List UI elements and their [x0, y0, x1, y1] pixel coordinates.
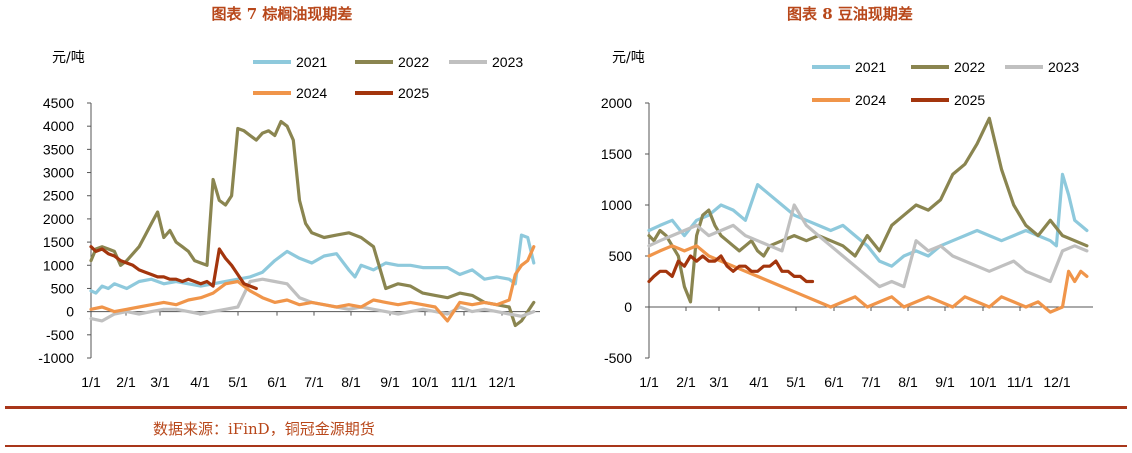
soy-x-tick-label: 12/1	[1043, 374, 1070, 390]
palm-x-tick-label: 6/1	[267, 374, 287, 390]
soy-series-line-2023	[647, 203, 1089, 289]
palm-y-tick-label: -500	[46, 327, 74, 343]
palm-x-tick-label: 1/1	[81, 374, 101, 390]
palm-y-tick-label: 3000	[43, 165, 74, 181]
palm-x-tick-label: 8/1	[341, 374, 361, 390]
soy-y-tick-label: 500	[609, 248, 633, 264]
soy-x-tick-label: 10/1	[969, 374, 996, 390]
soy-legend-label-2024: 2024	[855, 92, 886, 108]
palm-y-tick-label: -1000	[38, 350, 74, 366]
soy-y-tick-label: -500	[604, 350, 632, 366]
palm-y-tick-label: 3500	[43, 141, 74, 157]
soy-x-tick-label: 8/1	[898, 374, 918, 390]
soy-legend-label-2025: 2025	[954, 92, 985, 108]
palm-x-tick-label: 2/1	[116, 374, 136, 390]
chart-right-title: 图表 8 豆油现期差	[787, 5, 913, 23]
soy-y-tick-label: 2000	[601, 95, 632, 111]
footer-top-rule	[5, 406, 1127, 409]
soy-y-tick-label: 0	[624, 299, 632, 315]
soy-x-tick-label: 4/1	[749, 374, 769, 390]
palm-x-tick-label: 11/1	[451, 374, 477, 390]
palm-x-tick-label: 3/1	[150, 374, 170, 390]
soy-x-tick-label: 2/1	[676, 374, 696, 390]
palm-y-tick-label: 1000	[43, 257, 74, 273]
palm-legend-label-2024: 2024	[296, 85, 327, 101]
palm-x-tick-label: 10/1	[411, 374, 438, 390]
footer-bottom-rule	[5, 445, 1127, 447]
palm-series-line-2024	[89, 245, 536, 323]
palm-y-tick-label: 4000	[43, 118, 74, 134]
palm-legend-label-2022: 2022	[398, 54, 429, 70]
palm-y-unit-label: 元/吨	[52, 50, 85, 66]
soy-series-line-2021	[647, 172, 1089, 268]
soy-y-tick-label: 1000	[601, 197, 632, 213]
soy-legend-label-2021: 2021	[855, 59, 886, 75]
soy-x-tick-label: 7/1	[861, 374, 881, 390]
soy-x-tick-label: 5/1	[786, 374, 806, 390]
palm-y-tick-label: 500	[51, 280, 75, 296]
palm-legend-label-2021: 2021	[296, 54, 327, 70]
palm-x-tick-label: 9/1	[380, 374, 400, 390]
soy-y-unit-label: 元/吨	[612, 50, 645, 66]
source-note: 数据来源：iFinD，铜冠金源期货	[153, 420, 375, 438]
soy-x-tick-label: 1/1	[639, 374, 659, 390]
palm-x-tick-label: 7/1	[304, 374, 324, 390]
palm-y-tick-label: 4500	[43, 95, 74, 111]
palm-x-tick-label: 5/1	[228, 374, 248, 390]
palm-x-tick-label: 4/1	[190, 374, 210, 390]
palm-y-tick-label: 0	[66, 304, 74, 320]
palm-legend-label-2023: 2023	[492, 54, 523, 70]
palm-series-line-2022	[89, 119, 536, 328]
palm-legend-label-2025: 2025	[398, 85, 429, 101]
palm-series-line-2021	[89, 233, 536, 295]
palm-series-line-2025	[89, 245, 258, 291]
palm-y-tick-label: 2000	[43, 211, 74, 227]
soy-series-line-2025	[647, 254, 815, 284]
soy-legend-label-2023: 2023	[1048, 59, 1079, 75]
palm-y-tick-label: 1500	[43, 234, 74, 250]
chart-left-title: 图表 7 棕榈油现期差	[211, 5, 353, 23]
palm-y-tick-label: 2500	[43, 188, 74, 204]
palm-x-tick-label: 12/1	[488, 374, 515, 390]
soy-x-tick-label: 3/1	[709, 374, 729, 390]
soy-legend-label-2022: 2022	[954, 59, 985, 75]
soy-x-tick-label: 9/1	[935, 374, 955, 390]
soy-y-tick-label: 1500	[601, 146, 632, 162]
soy-x-tick-label: 6/1	[824, 374, 844, 390]
soy-x-tick-label: 11/1	[1007, 374, 1033, 390]
